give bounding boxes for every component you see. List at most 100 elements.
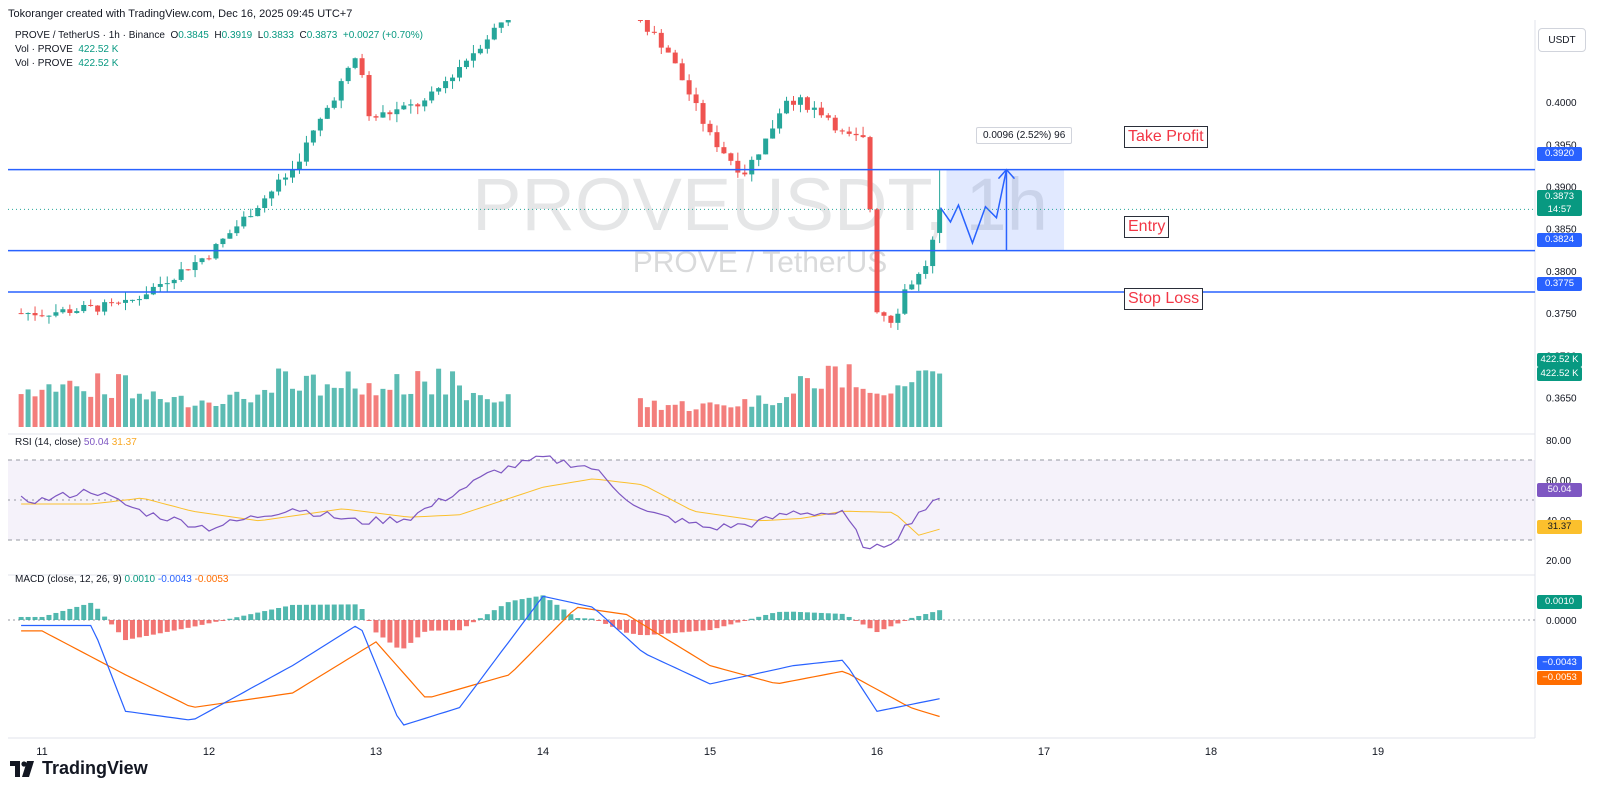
volume-bar <box>102 394 108 427</box>
volume-bar <box>797 376 803 427</box>
macd-histogram-bar <box>408 619 414 643</box>
entry-price-tag: 0.3824 <box>1537 233 1582 247</box>
macd-title: MACD (close, 12, 26, 9) <box>15 574 122 585</box>
volume-bar <box>415 371 421 427</box>
take-profit-label[interactable]: Take Profit <box>1124 126 1208 148</box>
candle-body <box>770 128 776 139</box>
volume-bar <box>874 393 880 427</box>
projected-path[interactable] <box>939 169 1008 246</box>
macd-histogram-bar <box>213 619 219 622</box>
macd-histogram-bar <box>547 600 553 620</box>
volume-bar <box>916 370 922 427</box>
macd-tick: 0.0000 <box>1546 616 1577 627</box>
candle-body <box>700 103 706 124</box>
candle-body <box>32 313 38 316</box>
last-price-tag: 0.3873 14:57 <box>1537 190 1582 216</box>
volume-bar <box>463 400 469 427</box>
candle-body <box>895 313 901 323</box>
volume-bar <box>206 402 212 427</box>
candle-body <box>415 104 421 107</box>
volume-bar <box>143 399 149 427</box>
volume-bar <box>39 389 45 427</box>
candle-body <box>853 133 859 136</box>
macd-histogram-bar <box>457 619 462 631</box>
macd-legend[interactable]: MACD (close, 12, 26, 9) 0.0010 -0.0043 -… <box>15 574 229 585</box>
entry-label[interactable]: Entry <box>1124 216 1170 238</box>
macd-histogram-bar <box>860 619 866 625</box>
time-axis[interactable]: 11 12 13 14 15 16 17 18 19 <box>36 746 1384 758</box>
candle-body <box>763 138 769 155</box>
macd-histogram-bar <box>463 619 469 627</box>
macd-histogram-bar <box>533 596 539 620</box>
macd-histogram-bar <box>39 616 45 620</box>
currency-button[interactable]: USDT <box>1538 28 1586 52</box>
volume-bars <box>18 364 943 427</box>
change-value: +0.0027 (+0.70%) <box>342 30 423 41</box>
macd-histogram-bar <box>484 614 490 620</box>
macd-histogram-bar <box>651 619 657 635</box>
volume-tag: 422.52 K <box>1537 367 1582 381</box>
volume-bar <box>81 391 87 427</box>
rsi-line <box>20 455 940 550</box>
volume-bar <box>248 402 254 427</box>
candle-body <box>283 177 289 180</box>
macd-histogram-bar <box>617 619 623 630</box>
candle-body <box>644 20 650 32</box>
rsi-legend[interactable]: RSI (14, close) 50.04 31.37 <box>15 437 137 448</box>
macd-histogram-bar <box>283 606 289 620</box>
volume-bar <box>881 395 887 427</box>
time-tick: 12 <box>203 746 215 758</box>
macd-tag: −0.0043 <box>1537 656 1582 670</box>
rsi-tag: 50.04 <box>1537 483 1582 497</box>
candle-body <box>937 209 943 233</box>
volume-bar <box>651 400 657 427</box>
macd-histogram-bar <box>749 618 755 620</box>
volume-legend-1[interactable]: Vol · PROVE 422.52 K <box>15 44 118 55</box>
symbol-legend[interactable]: PROVE / TetherUS · 1h · Binance O0.3845 … <box>15 30 423 41</box>
volume-bar <box>401 394 407 427</box>
macd-histogram-bar <box>331 604 337 620</box>
candle-body <box>707 123 713 133</box>
candle-body <box>408 104 414 106</box>
rsi-lines[interactable] <box>20 455 940 550</box>
stop-loss-label[interactable]: Stop Loss <box>1124 288 1204 310</box>
macd-histogram-bar <box>540 595 546 620</box>
close-value: 0.3873 <box>306 30 338 41</box>
volume-legend-2[interactable]: Vol · PROVE 422.52 K <box>15 58 118 69</box>
macd-histogram-bar <box>171 619 177 631</box>
long-position-target-zone[interactable] <box>946 169 1065 251</box>
macd-histogram-bar <box>338 604 344 620</box>
candle-body <box>310 130 316 143</box>
macd-histogram-bar <box>157 619 163 634</box>
candle-body <box>429 91 435 101</box>
symbol-watermark: PROVEUSDT, 1h <box>472 163 1048 246</box>
candle-body <box>693 94 699 104</box>
macd-histogram-bar <box>937 610 943 620</box>
volume-bar <box>164 402 170 427</box>
macd-lines[interactable] <box>21 595 940 726</box>
macd-histogram-bar <box>839 613 845 620</box>
volume-bar <box>213 406 219 427</box>
candle-body <box>143 294 149 300</box>
candle-body <box>679 63 685 81</box>
candle-body <box>832 117 838 131</box>
rsi-title: RSI (14, close) <box>15 437 82 448</box>
macd-histogram-bar <box>561 609 567 620</box>
tradingview-logo[interactable]: TradingView <box>10 758 148 779</box>
candlesticks[interactable] <box>18 20 943 330</box>
candle-body <box>436 88 442 92</box>
volume-bar <box>644 407 650 427</box>
macd-histogram-bar <box>81 604 87 620</box>
volume-bar <box>756 395 762 427</box>
candle-body <box>742 172 748 175</box>
macd-histogram-bar <box>199 619 205 625</box>
volume-bar <box>749 406 755 427</box>
volume-tag: 422.52 K <box>1537 353 1582 367</box>
candle-body <box>157 284 163 287</box>
macd-histogram-bar <box>575 618 581 620</box>
macd-histogram-bar <box>930 612 936 620</box>
volume-bar <box>109 397 115 427</box>
candle-body <box>95 305 101 312</box>
candle-body <box>888 315 894 323</box>
